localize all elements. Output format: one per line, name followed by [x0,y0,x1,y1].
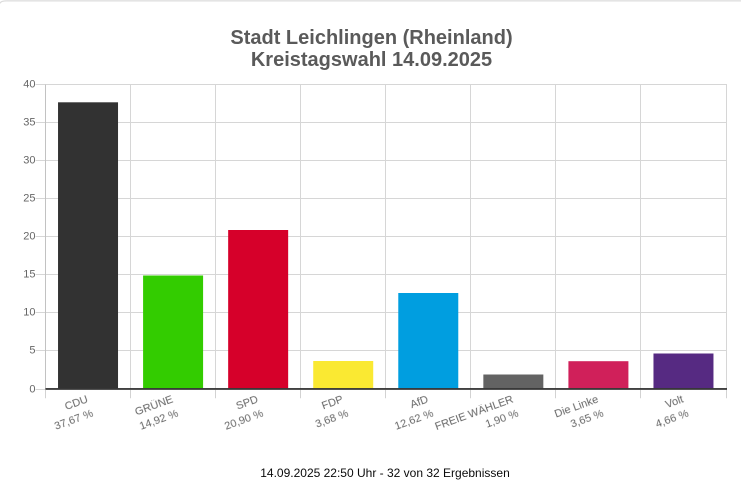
svg-text:10: 10 [23,306,35,318]
svg-text:15: 15 [23,268,35,280]
svg-text:20: 20 [23,230,35,242]
svg-text:35: 35 [23,116,35,128]
svg-text:14.09.2025 22:50 Uhr - 32 von: 14.09.2025 22:50 Uhr - 32 von 32 Ergebni… [260,466,510,480]
svg-text:40: 40 [23,78,35,90]
svg-text:Stadt Leichlingen (Rheinland): Stadt Leichlingen (Rheinland) [230,27,512,49]
svg-text:25: 25 [23,192,35,204]
svg-text:0: 0 [29,383,35,395]
svg-text:30: 30 [23,154,35,166]
svg-text:Kreistagswahl 14.09.2025: Kreistagswahl 14.09.2025 [251,49,492,71]
svg-text:5: 5 [29,344,35,356]
svg-text:GRÜNE14,92 %: GRÜNE14,92 % [133,393,180,432]
